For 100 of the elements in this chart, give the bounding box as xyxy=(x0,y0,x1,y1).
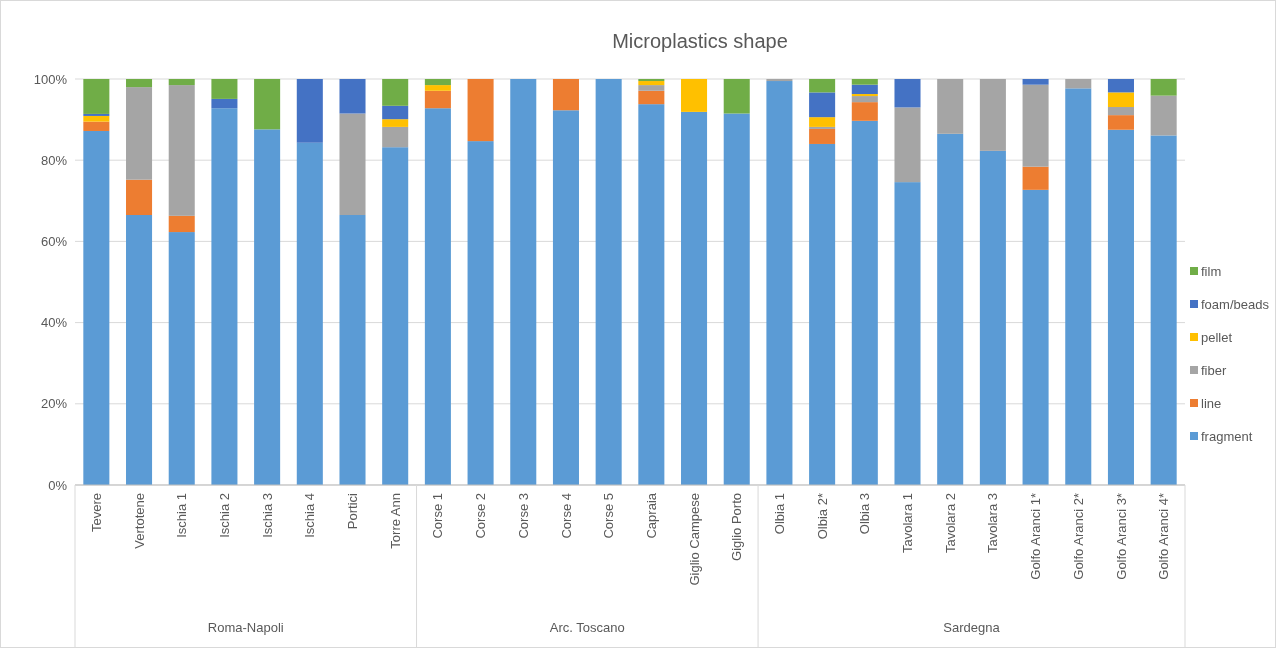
x-tick-label: Golfo Aranci 4* xyxy=(1156,493,1172,580)
bar xyxy=(851,120,878,485)
bar xyxy=(638,104,665,485)
x-tick-label: Golfo Aranci 2* xyxy=(1070,493,1086,580)
bar xyxy=(83,115,110,122)
bar xyxy=(1022,84,1049,167)
text: Sardegna xyxy=(943,620,1001,635)
bar xyxy=(851,96,878,103)
bar xyxy=(467,79,494,142)
bar xyxy=(254,129,281,485)
bar xyxy=(809,128,836,144)
bar xyxy=(552,110,579,485)
bar xyxy=(296,79,323,143)
bar xyxy=(382,147,409,485)
bar xyxy=(894,79,921,108)
bar xyxy=(211,108,238,485)
bar xyxy=(638,90,665,105)
text: Roma-Napoli xyxy=(207,620,284,635)
chart-title: Microplastics shape xyxy=(612,30,788,52)
bar xyxy=(1107,107,1134,116)
bar xyxy=(1065,88,1092,485)
bar xyxy=(1107,115,1134,130)
x-tick-label: Golfo Aranci 1* xyxy=(1028,493,1044,580)
x-tick-label: Corse 3 xyxy=(515,493,531,539)
bar xyxy=(1065,79,1092,89)
bar xyxy=(894,182,921,485)
bar xyxy=(339,113,366,216)
bar xyxy=(382,79,409,106)
bar xyxy=(168,232,195,485)
bar xyxy=(809,126,836,129)
bar xyxy=(168,215,195,233)
x-tick-label: Corse 4 xyxy=(558,493,574,539)
bar xyxy=(851,79,878,85)
bar xyxy=(83,79,110,114)
bar xyxy=(126,87,153,180)
legend-label: film xyxy=(1201,263,1222,279)
y-tick-label: 0% xyxy=(48,477,68,493)
bar xyxy=(168,79,195,86)
x-tick-label: Corse 1 xyxy=(430,493,446,539)
bar xyxy=(83,130,110,485)
x-tick-label: Tavolara 3 xyxy=(985,493,1001,553)
bar xyxy=(638,79,665,82)
y-tick-label: 80% xyxy=(40,152,68,168)
bar xyxy=(211,98,238,109)
bar xyxy=(851,102,878,121)
bar xyxy=(424,79,451,86)
bar xyxy=(851,84,878,95)
x-tick-label: Capraia xyxy=(643,492,659,539)
bar xyxy=(1107,129,1134,485)
x-tick-label: Giglio Porto xyxy=(729,493,745,561)
bar xyxy=(894,107,921,183)
bar xyxy=(424,85,451,91)
x-tick-label: Vertotene xyxy=(131,493,147,549)
x-tick-label: Tavolara 1 xyxy=(900,493,916,553)
x-tick-label: Torre Ann xyxy=(387,493,403,549)
bar xyxy=(339,215,366,485)
bar xyxy=(1022,189,1049,485)
x-tick-label: Ischia 1 xyxy=(174,493,190,538)
bar xyxy=(382,119,409,127)
bar xyxy=(126,79,153,88)
bar xyxy=(937,133,964,485)
legend-label: pellet xyxy=(1201,329,1233,345)
x-tick-label: Tevere xyxy=(88,493,104,533)
bar xyxy=(1150,79,1177,96)
bar xyxy=(681,79,708,112)
y-tick-label: 40% xyxy=(40,315,68,331)
x-tick-label: Tavolara 2 xyxy=(942,493,958,553)
y-tick-label: 100% xyxy=(33,71,68,87)
bar xyxy=(1150,95,1177,136)
bar xyxy=(254,79,281,130)
bar xyxy=(723,113,750,485)
bar xyxy=(1022,166,1049,190)
bar xyxy=(552,79,579,111)
bar xyxy=(809,143,836,485)
x-tick-label: Giglio Campese xyxy=(686,493,702,586)
legend-label: fiber xyxy=(1201,362,1227,378)
bar xyxy=(424,90,451,109)
x-tick-label: Corse 2 xyxy=(473,493,489,539)
text: Arc. Toscano xyxy=(549,620,625,635)
bar xyxy=(467,141,494,485)
bar xyxy=(979,150,1006,485)
x-tick-label: Portici xyxy=(345,492,361,530)
bar xyxy=(1022,79,1049,85)
legend-label: fragment xyxy=(1201,428,1253,444)
bar xyxy=(851,94,878,97)
bar xyxy=(979,79,1006,151)
bar xyxy=(168,85,195,216)
bar xyxy=(809,92,836,118)
x-tick-label: Ischia 2 xyxy=(216,493,232,538)
x-tick-label: Olbia 3 xyxy=(857,493,873,535)
bar xyxy=(83,121,110,131)
bar xyxy=(510,79,537,485)
bar xyxy=(638,81,665,86)
x-tick-label: Olbia 2* xyxy=(814,493,830,540)
x-tick-label: Olbia 1 xyxy=(771,493,787,535)
y-tick-label: 20% xyxy=(40,396,68,412)
bar xyxy=(681,111,708,485)
bar xyxy=(83,113,110,116)
bar xyxy=(382,105,409,120)
x-tick-label: Ischia 4 xyxy=(302,493,318,538)
